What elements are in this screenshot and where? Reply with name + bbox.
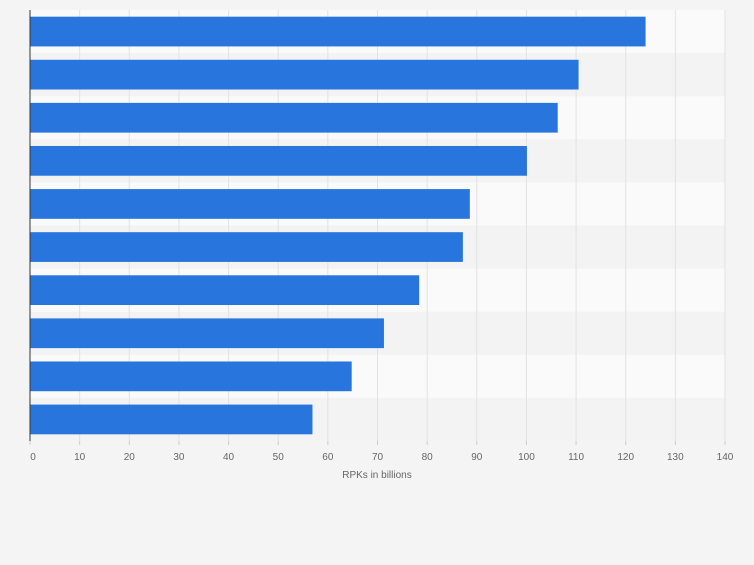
x-tick-label: 10 <box>74 452 86 463</box>
x-tick-label: 40 <box>223 452 235 463</box>
bar <box>30 145 527 176</box>
x-tick-label: 140 <box>717 452 734 463</box>
bar <box>30 102 558 133</box>
axes <box>29 10 726 445</box>
bar <box>30 232 463 262</box>
x-tick-label: 30 <box>173 452 185 463</box>
x-tick-label: 110 <box>568 452 584 463</box>
x-tick-label: 70 <box>372 452 384 463</box>
bar <box>30 275 420 306</box>
bar <box>30 59 579 90</box>
x-tick-label: 100 <box>518 452 535 463</box>
x-tick-label: 80 <box>422 452 434 463</box>
bar <box>30 404 313 435</box>
x-axis-title: RPKs in billions <box>342 470 411 481</box>
bars <box>30 16 646 435</box>
x-tick-label: 50 <box>273 452 285 463</box>
x-tick-label: 120 <box>617 452 634 463</box>
bar <box>30 318 384 349</box>
x-tick-label: 130 <box>667 452 684 463</box>
x-tick-labels: 0 10 20 30 40 50 60 70 80 90 100 110 120 130 140 <box>30 452 734 463</box>
x-tick-label: 60 <box>322 452 334 463</box>
bar <box>30 189 470 219</box>
bar <box>30 361 352 392</box>
x-tick-label: 90 <box>471 452 483 463</box>
x-tick-label: 20 <box>124 452 136 463</box>
x-tick-label: 0 <box>30 452 36 463</box>
bar <box>30 16 646 47</box>
